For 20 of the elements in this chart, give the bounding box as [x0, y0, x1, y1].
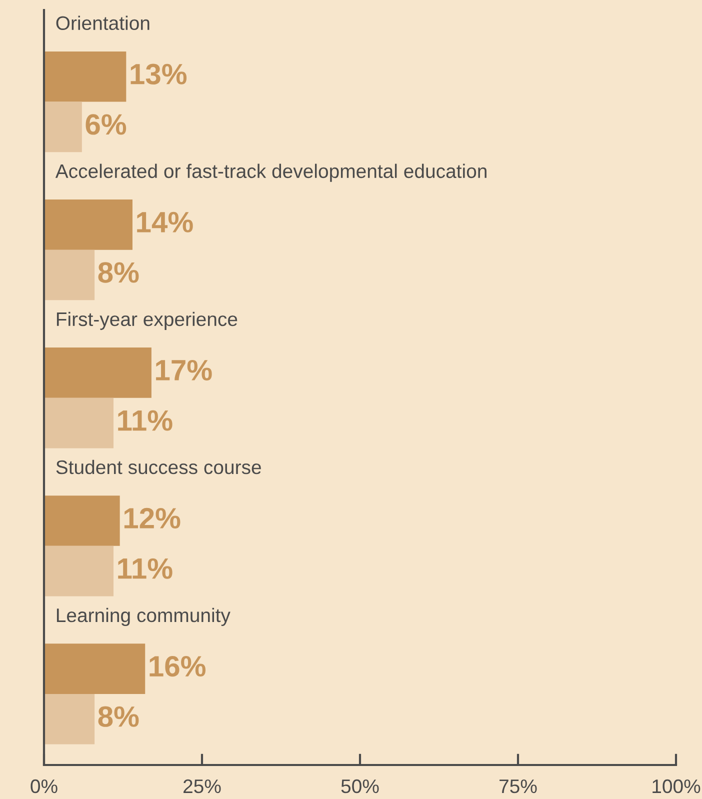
data-label: 8%: [98, 706, 139, 727]
data-label: 8%: [98, 262, 139, 283]
data-label: 17%: [156, 360, 212, 380]
x-tick-label: 0%: [30, 779, 58, 794]
x-tick-label: 25%: [184, 779, 221, 794]
data-label: 12%: [124, 508, 180, 529]
y-tick-label: Orientation: [56, 16, 150, 30]
y-tick-label: First-year experience: [56, 312, 238, 330]
y-tick-label: Accelerated or fast-track developmental education: [55, 164, 486, 182]
x-tick-label: 75%: [500, 779, 537, 794]
data-label: 16%: [150, 656, 206, 677]
y-tick-label: Student success course: [56, 460, 261, 474]
data-label: 11%: [118, 410, 172, 431]
data-label: 13%: [130, 64, 187, 84]
data-label: 14%: [137, 212, 193, 232]
x-tick-label: 50%: [341, 779, 379, 794]
data-label: 6%: [86, 114, 126, 135]
x-tick-label: 100%: [652, 779, 700, 794]
y-tick-label: Learning community: [56, 608, 230, 626]
data-label: 11%: [118, 558, 172, 579]
